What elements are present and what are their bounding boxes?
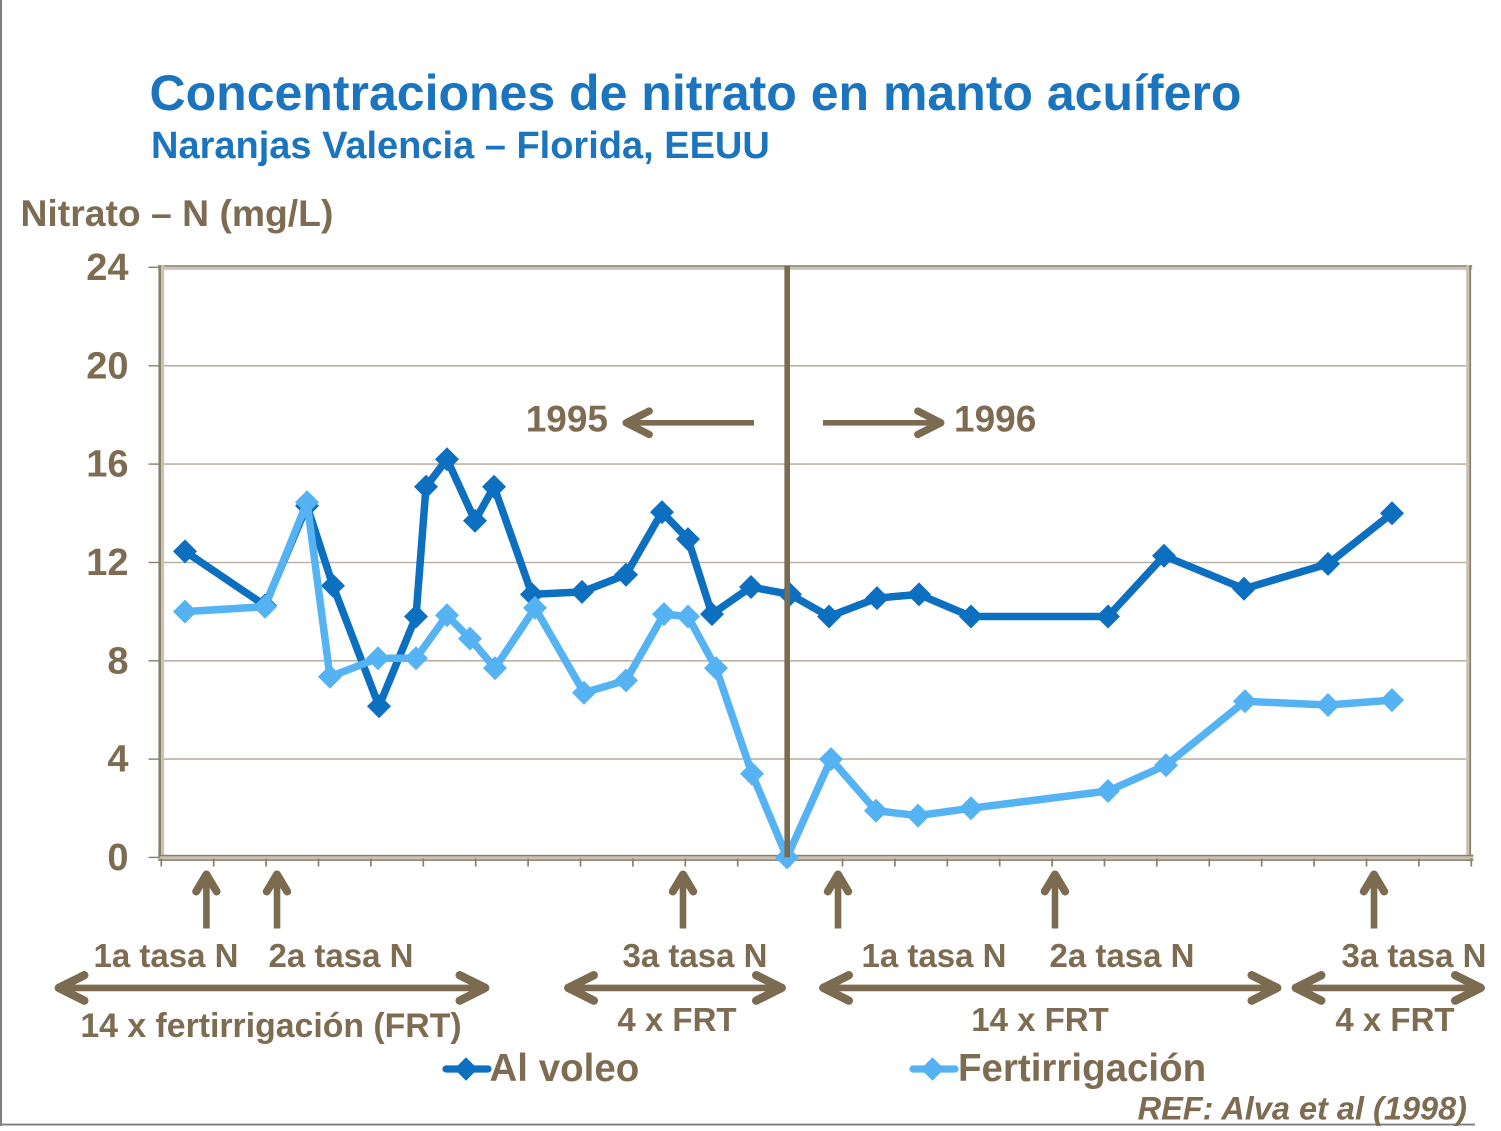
svg-text:3a tasa N: 3a tasa N — [623, 937, 768, 974]
svg-text:Naranjas Valencia – Florida, E: Naranjas Valencia – Florida, EEUU — [151, 125, 770, 167]
svg-text:16: 16 — [86, 444, 128, 486]
svg-text:1995: 1995 — [526, 399, 608, 440]
svg-text:14 x fertirrigación (FRT): 14 x fertirrigación (FRT) — [80, 1007, 461, 1045]
svg-text:REF: Alva et al (1998): REF: Alva et al (1998) — [1138, 1091, 1467, 1127]
svg-text:Fertirrigación: Fertirrigación — [958, 1047, 1206, 1090]
svg-text:14 x FRT: 14 x FRT — [971, 1001, 1109, 1038]
svg-text:2a tasa N: 2a tasa N — [269, 937, 414, 974]
svg-text:0: 0 — [107, 837, 128, 879]
svg-text:3a tasa N: 3a tasa N — [1342, 937, 1487, 974]
svg-text:4: 4 — [107, 739, 128, 781]
svg-text:Al voleo: Al voleo — [490, 1047, 640, 1090]
svg-text:8: 8 — [107, 640, 128, 682]
svg-text:1a tasa N: 1a tasa N — [862, 937, 1007, 974]
svg-text:2a tasa N: 2a tasa N — [1050, 937, 1195, 974]
svg-text:Nitrato – N (mg/L): Nitrato – N (mg/L) — [21, 192, 334, 234]
svg-text:12: 12 — [86, 542, 128, 584]
svg-text:20: 20 — [86, 345, 128, 387]
svg-text:4 x FRT: 4 x FRT — [617, 1001, 736, 1038]
svg-text:Concentraciones de nitrato en: Concentraciones de nitrato en manto acuí… — [150, 65, 1242, 121]
svg-text:24: 24 — [86, 247, 128, 289]
svg-text:1a tasa N: 1a tasa N — [94, 937, 239, 974]
svg-text:1996: 1996 — [954, 399, 1036, 440]
svg-text:4 x FRT: 4 x FRT — [1335, 1001, 1454, 1038]
